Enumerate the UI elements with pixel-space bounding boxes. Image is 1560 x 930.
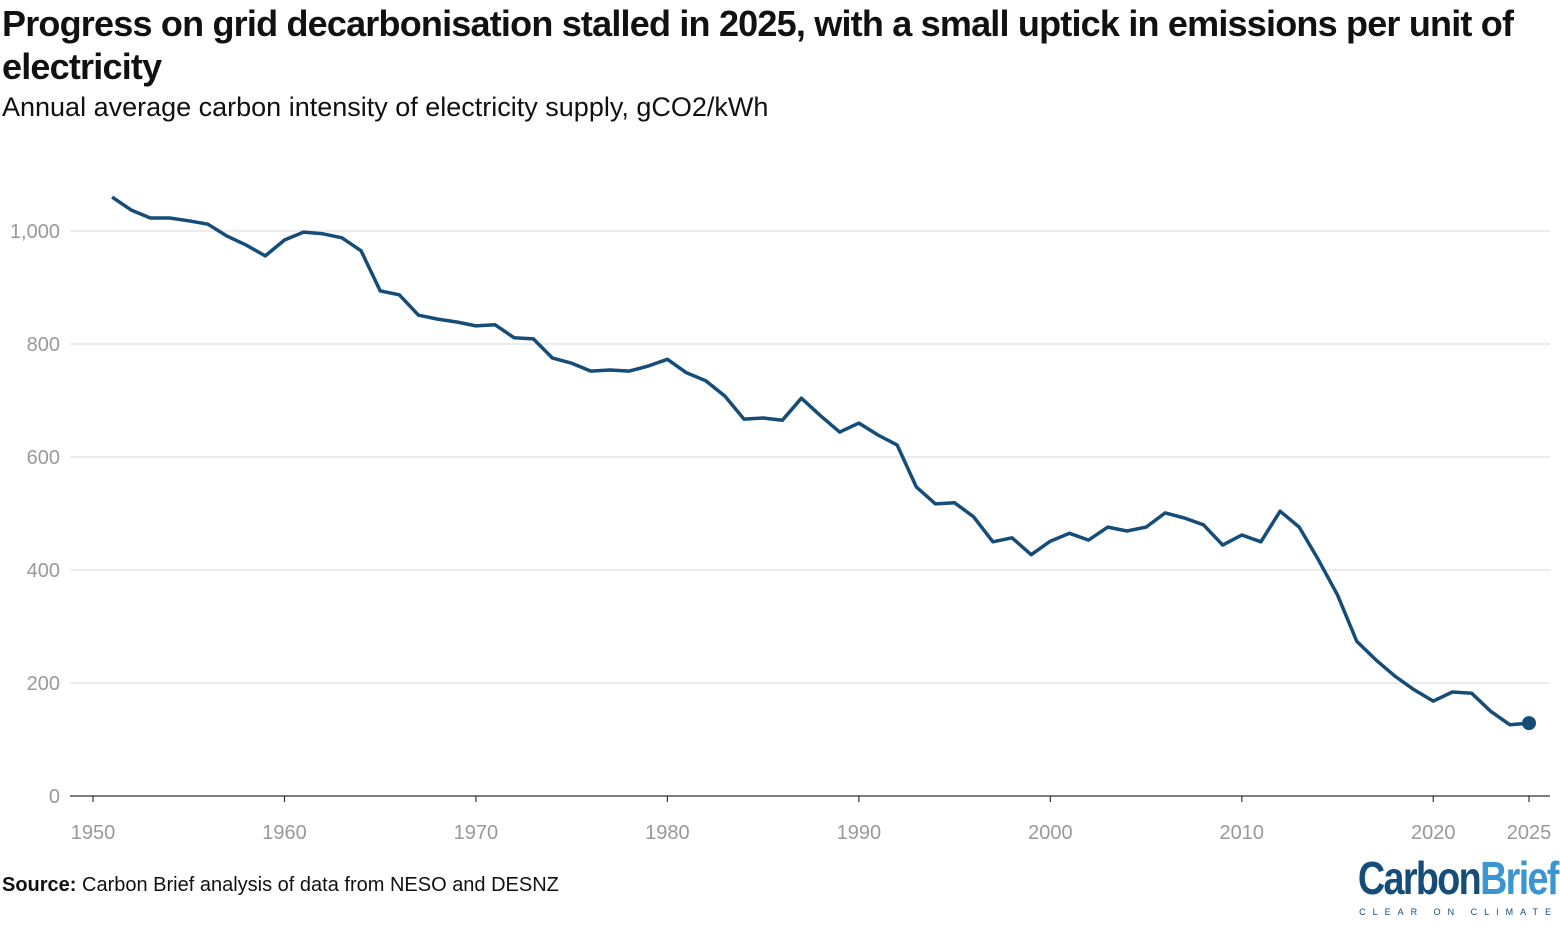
- x-tick-label: 1950: [71, 822, 116, 844]
- x-tick-label: 2025: [1507, 822, 1552, 844]
- x-tick-label: 1980: [645, 822, 690, 844]
- x-tick-label: 1990: [837, 822, 882, 844]
- chart-subtitle: Annual average carbon intensity of elect…: [2, 92, 769, 122]
- x-tick-label: 1960: [262, 822, 307, 844]
- logo-tagline: CLEAR ON CLIMATE: [1359, 907, 1558, 917]
- logo-carbon: Carbon: [1358, 852, 1482, 904]
- chart-title: Progress on grid decarbonisation stalled…: [2, 3, 1514, 87]
- y-tick-label: 800: [27, 334, 60, 356]
- x-tick-label: 1970: [454, 822, 499, 844]
- x-tick-label: 2010: [1220, 822, 1265, 844]
- carbon-brief-logo: CarbonBrief CLEAR ON CLIMATE: [1314, 852, 1560, 918]
- y-axis-ticks: 0 200 400 600 800 1,000: [10, 221, 60, 808]
- x-tick-label: 2020: [1411, 822, 1456, 844]
- y-tick-label: 0: [49, 786, 60, 808]
- x-axis-ticks: 1950 1960 1970 1980 1990 2000 2010 2020 2025: [71, 796, 1552, 844]
- y-tick-label: 600: [27, 447, 60, 469]
- source-label: Source:: [2, 874, 77, 896]
- end-point-marker: [1522, 716, 1536, 731]
- source-text: Carbon Brief analysis of data from NESO …: [82, 874, 559, 896]
- x-tick-label: 2000: [1028, 822, 1073, 844]
- logo-brief: Brief: [1480, 852, 1559, 904]
- y-tick-label: 200: [27, 673, 60, 695]
- source-note: Source: Carbon Brief analysis of data fr…: [2, 874, 559, 897]
- gridlines: [70, 230, 1550, 797]
- line-chart: 0 200 400 600 800 1,000 1950 1960 1970 1980 1990 2…: [10, 195, 1552, 844]
- series: [111, 195, 1536, 731]
- carbon-intensity-line: [111, 195, 1530, 727]
- y-tick-label: 1,000: [10, 221, 60, 243]
- y-tick-label: 400: [27, 560, 60, 582]
- chart-header: Progress on grid decarbonisation stalled…: [2, 2, 1552, 124]
